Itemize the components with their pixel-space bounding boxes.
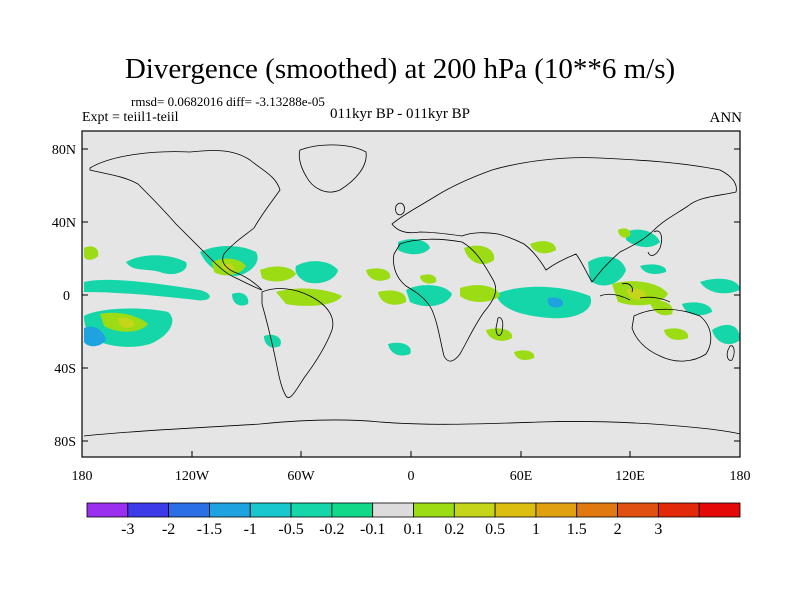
field-patch <box>664 328 689 340</box>
lon-label: 180 <box>72 469 93 484</box>
lat-label: 40N <box>52 216 76 231</box>
field-patch <box>588 256 626 286</box>
field-patch <box>84 326 106 347</box>
lon-label: 60W <box>287 469 315 484</box>
field-patch <box>626 288 647 300</box>
field-patch <box>406 285 452 307</box>
colorbar-swatch <box>209 502 251 518</box>
field-patch <box>712 324 740 345</box>
colorbar-swatch <box>535 502 578 518</box>
lat-tick-marks <box>82 148 740 442</box>
field-patch <box>126 255 187 275</box>
colorbar-label: 0.1 <box>404 521 424 538</box>
field-patch <box>84 279 210 301</box>
field-patch <box>650 300 673 316</box>
lon-tick-marks <box>81 451 741 457</box>
field-patch <box>700 278 740 294</box>
colorbar-label: -0.5 <box>278 521 303 538</box>
lat-label: 40S <box>54 362 76 377</box>
colorbar-labels: -3 -2 -1.5 -1 -0.5 -0.2 -0.1 0.1 0.2 0.5 1 1.5 2 3 <box>121 521 662 538</box>
field-patch <box>420 274 437 284</box>
field-patch <box>398 239 430 255</box>
lon-label: 180 <box>730 469 751 484</box>
lat-label: 80S <box>54 435 76 450</box>
field-patch <box>260 266 296 282</box>
field-patch <box>388 342 411 356</box>
colorbar-label: -1 <box>244 521 257 538</box>
colorbar-swatch <box>494 502 537 518</box>
lon-label: 0 <box>408 469 415 484</box>
field-patch <box>530 241 556 254</box>
colorbar-swatch <box>413 502 455 518</box>
colorbar-swatch <box>127 502 170 518</box>
field-patch <box>496 286 592 319</box>
colorbar-swatch <box>698 502 741 518</box>
field-patch <box>626 229 660 248</box>
colorbar-swatch <box>168 502 210 518</box>
colorbar-swatch <box>290 502 333 518</box>
field-patch <box>514 350 535 360</box>
lon-tick-labels: 180 120W 60W 0 60E 120E 180 <box>72 469 751 484</box>
colorbar-label: -2 <box>162 521 175 538</box>
experiment-label: Expt = teiil1-teiil <box>82 110 179 125</box>
colorbar-swatch <box>249 502 292 518</box>
colorbar-swatch <box>576 502 618 518</box>
period-label: 011kyr BP - 011kyr BP <box>330 106 471 122</box>
colorbar-swatch <box>331 502 374 518</box>
field-patch <box>264 334 281 348</box>
lon-label: 120W <box>175 469 210 484</box>
field-patch <box>618 228 631 238</box>
field-patch <box>486 328 513 341</box>
colorbar-label: -1.5 <box>197 521 222 538</box>
plot-title: Divergence (smoothed) at 200 hPa (10**6 … <box>124 53 676 85</box>
field-patch <box>295 261 338 284</box>
field-patch <box>682 302 712 316</box>
lon-label: 120E <box>615 469 645 484</box>
field-patch <box>640 264 667 274</box>
field-patch <box>464 245 495 264</box>
field-patch <box>118 317 135 328</box>
colorbar-label: -3 <box>121 521 134 538</box>
field-patch <box>547 297 564 308</box>
field-patch <box>378 290 407 305</box>
field-patch <box>460 285 500 302</box>
lat-tick-labels: 80N 40N 0 40S 80S <box>52 143 76 450</box>
divergence-field <box>84 228 740 360</box>
colorbar-label: 1.5 <box>567 521 587 538</box>
colorbar-label: 0.2 <box>444 521 464 538</box>
colorbar-label: 0.5 <box>485 521 505 538</box>
colorbar-label: 1 <box>532 521 540 538</box>
colorbar-label: -0.1 <box>360 521 385 538</box>
colorbar-swatch <box>453 502 496 518</box>
colorbar-label: -0.2 <box>319 521 344 538</box>
field-patch <box>232 292 249 306</box>
colorbar-swatch <box>617 502 659 518</box>
lon-label: 60E <box>510 469 533 484</box>
colorbar-label: 3 <box>654 521 662 538</box>
colorbar-swatch <box>657 502 700 518</box>
colorbar-swatch <box>86 502 129 518</box>
rmsd-diff-stats: rmsd= 0.0682016 diff= -3.13288e-05 <box>131 94 325 109</box>
colorbar-swatch <box>372 502 414 518</box>
lat-label: 80N <box>52 143 76 158</box>
field-patch <box>84 246 99 260</box>
coastlines <box>83 144 741 437</box>
colorbar <box>86 502 741 518</box>
season-label: ANN <box>709 110 743 126</box>
colorbar-label: 2 <box>614 521 622 538</box>
lat-label: 0 <box>63 289 70 304</box>
field-patch <box>276 288 342 306</box>
field-patch <box>366 268 391 281</box>
